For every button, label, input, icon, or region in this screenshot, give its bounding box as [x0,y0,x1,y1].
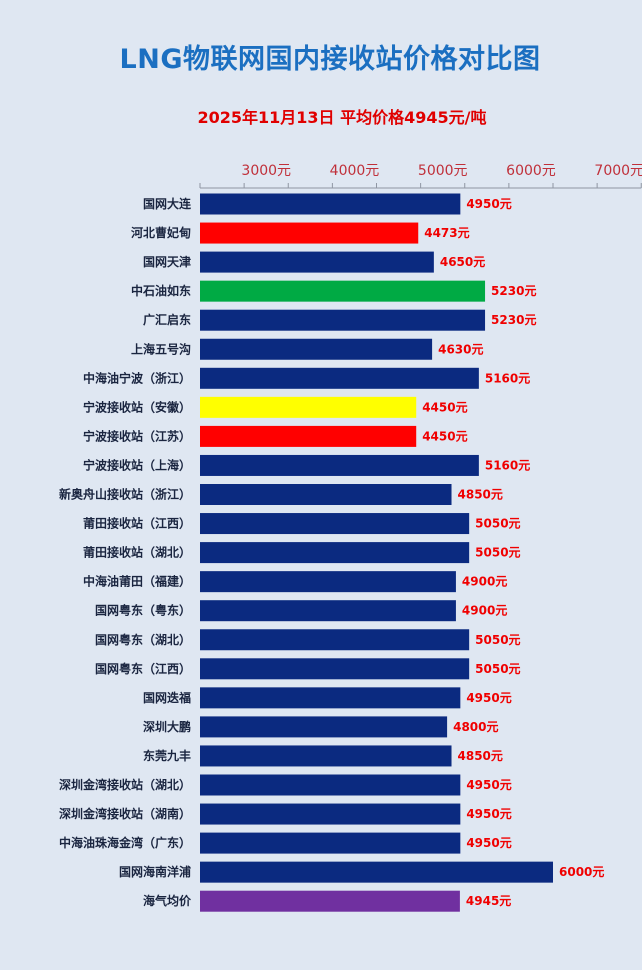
category-label: 国网大连 [143,196,192,211]
bar [200,542,470,564]
value-label: 4450元 [422,429,467,443]
category-label: 中海油莆田（福建） [83,574,191,589]
category-label: 东莞九丰 [143,748,191,763]
category-label: 新奥舟山接收站（浙江） [59,487,191,502]
category-label: 莆田接收站（江西） [83,516,191,531]
x-axis: 3000元 4000元 5000元 6000元 7000元 [199,163,642,189]
value-label: 4950元 [466,691,511,705]
category-label: 国网天津 [143,254,191,269]
category-label: 中石油如东 [131,283,191,298]
value-label: 5050元 [475,662,520,676]
value-label: 4850元 [458,488,503,502]
category-label: 国网粤东（江西） [95,661,191,676]
bar [200,251,434,273]
category-label: 深圳大鹏 [143,719,191,734]
value-label: 4950元 [466,197,511,211]
value-label: 4850元 [458,749,503,763]
value-label: 4950元 [466,778,511,792]
bar [200,600,456,622]
x-tick-label: 6000元 [506,163,556,179]
x-tick-label: 4000元 [330,163,380,179]
bar [200,803,461,825]
bar [200,338,433,360]
bar [200,774,461,796]
category-label: 上海五号沟 [131,341,191,356]
value-label: 4450元 [422,400,467,414]
x-tick-label: 5000元 [418,163,468,179]
bar [200,309,486,331]
value-label: 4630元 [438,342,483,356]
category-label: 海气均价 [143,893,192,908]
bar [200,571,456,593]
chart-subtitle: 2025年11月13日 平均价格4945元/吨 [197,108,486,127]
value-label: 5230元 [491,313,536,327]
category-label: 国网粤东（粤东） [95,603,191,618]
category-label: 中海油宁波（浙江） [83,370,191,385]
bar [200,687,461,709]
bar [200,629,470,651]
bar [200,454,479,476]
category-label: 宁波接收站（江苏） [83,428,191,443]
value-label: 4945元 [466,894,511,908]
value-label: 5230元 [491,284,536,298]
category-label: 国网粤东（湖北） [95,632,191,647]
value-label: 4950元 [466,807,511,821]
value-label: 4950元 [466,836,511,850]
bar [200,222,419,244]
category-label: 深圳金湾接收站（湖南） [59,806,191,821]
category-label: 广汇启东 [143,312,191,327]
x-tick-label: 3000元 [241,163,291,179]
value-label: 5050元 [475,633,520,647]
value-label: 4650元 [440,255,485,269]
category-label: 国网海南洋浦 [119,864,191,879]
category-label: 国网迭福 [143,690,191,705]
category-label: 河北曹妃甸 [130,225,191,240]
value-label: 5160元 [485,371,530,385]
value-label: 6000元 [559,865,604,879]
value-label: 5050元 [475,517,520,531]
bar [200,193,461,215]
value-label: 4900元 [462,604,507,618]
category-label: 宁波接收站（安徽） [83,399,191,414]
value-label: 4473元 [424,226,469,240]
value-label: 5050元 [475,546,520,560]
bar [200,745,452,767]
category-label: 中海油珠海金湾（广东） [59,835,191,850]
bar [200,832,461,854]
value-label: 5160元 [485,458,530,472]
bar [200,280,486,302]
bar [200,367,479,389]
category-label: 深圳金湾接收站（湖北） [59,777,191,792]
bar [200,890,460,912]
value-label: 4900元 [462,575,507,589]
bar [200,513,470,535]
category-label: 莆田接收站（湖北） [83,545,191,560]
category-label: 宁波接收站（上海） [83,457,191,472]
x-tick-label: 7000元 [594,163,642,179]
bar [200,425,417,447]
bar [200,658,470,680]
chart-title: LNG物联网国内接收站价格对比图 [120,44,541,75]
value-label: 4800元 [453,720,498,734]
bar [200,861,553,883]
bar [200,484,452,505]
bar [200,716,448,738]
bar [200,396,417,418]
